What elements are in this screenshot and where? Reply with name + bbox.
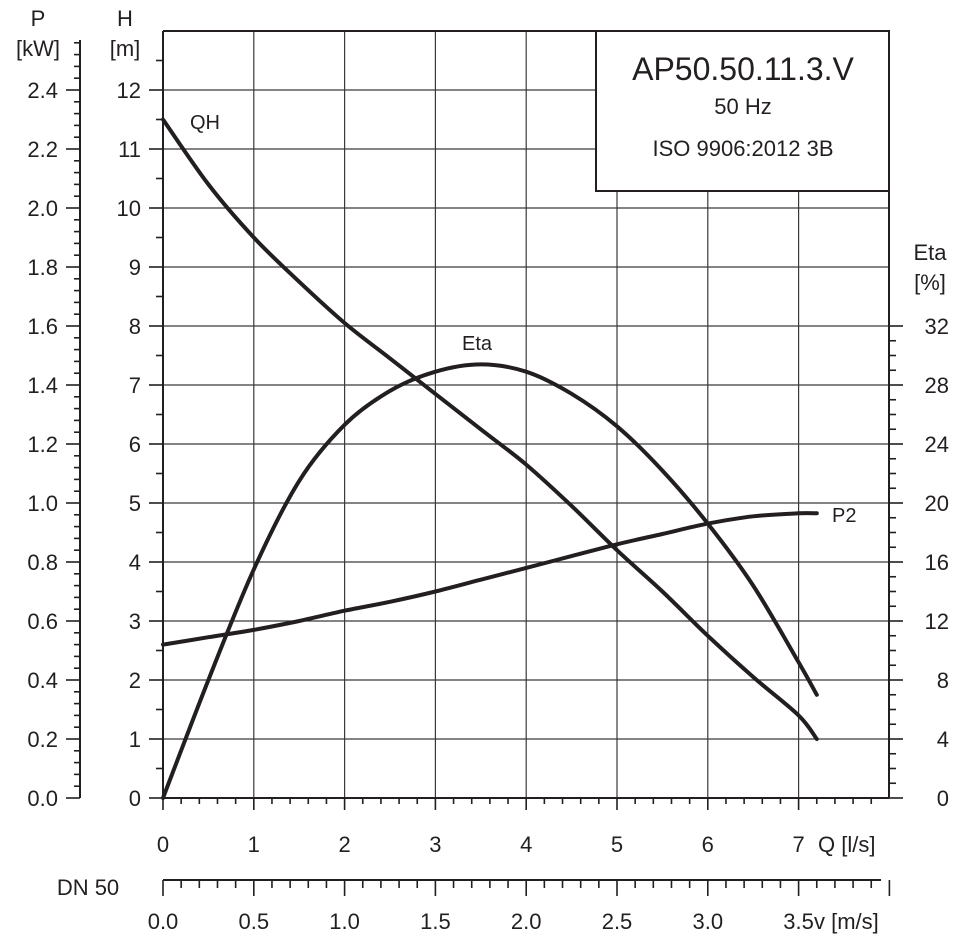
x-axis-tick-label: 1 [248,832,260,857]
x-axis-tick-label: 0 [157,832,169,857]
head-axis-tick-label: 5 [129,491,141,516]
power-axis-letter: P [31,6,46,31]
head-axis-tick-label: 8 [129,314,141,339]
x-axis-tick-label: 6 [702,832,714,857]
power-axis-tick-label: 0.6 [27,609,58,634]
eta-axis-tick-label: 28 [925,373,949,398]
eta-axis-tick-label: 8 [937,668,949,693]
velocity-axis-tick-label: 0.5 [239,909,270,934]
curves [161,117,819,800]
power-axis-tick-label: 2.4 [27,78,58,103]
x-axis-label: Q [l/s] [818,832,875,857]
velocity-axis-tick-label: 2.0 [511,909,542,934]
head-axis-unit: [m] [110,36,141,61]
eta-axis-unit: [%] [914,270,946,295]
x-axis-tick-label: 4 [520,832,532,857]
power-axis-unit: [kW] [16,36,60,61]
eta-axis-tick-label: 12 [925,609,949,634]
chart-title-model: AP50.50.11.3.V [632,51,854,87]
head-axis-tick-label: 4 [129,550,141,575]
power-axis-tick-label: 1.8 [27,255,58,280]
power-axis-tick-label: 0.2 [27,727,58,752]
chart-title-frequency: 50 Hz [714,94,771,119]
velocity-axis-name: DN 50 [57,875,119,900]
head-axis-letter: H [117,6,133,31]
head-axis-tick-label: 0 [129,786,141,811]
head-axis-tick-label: 12 [117,78,141,103]
title-box: AP50.50.11.3.V 50 Hz ISO 9906:2012 3B [595,30,890,192]
power-axis-tick-label: 1.2 [27,432,58,457]
head-axis-tick-label: 2 [129,668,141,693]
x-axis-tick-label: 5 [611,832,623,857]
eta-axis-tick-label: 32 [925,314,949,339]
velocity-axis-tick-label: 1.0 [329,909,360,934]
power-axis-tick-label: 2.2 [27,137,58,162]
power-axis-tick-label: 0.8 [27,550,58,575]
eta-axis-tick-label: 0 [937,786,949,811]
power-axis-tick-label: 0.4 [27,668,58,693]
eta-axis-tick-label: 20 [925,491,949,516]
axes: 01234567891011120.00.20.40.60.81.01.21.4… [27,30,949,934]
head-axis-tick-label: 9 [129,255,141,280]
head-axis-tick-label: 11 [118,137,141,162]
head-axis-tick-label: 3 [129,609,141,634]
curve-p2 [161,511,819,647]
power-axis-tick-label: 2.0 [27,196,58,221]
series-label-eta: Eta [462,333,493,355]
curve-eta [161,362,819,800]
power-axis-tick-label: 1.6 [27,314,58,339]
power-axis-tick-label: 1.0 [27,491,58,516]
velocity-axis-tick-label: 0.0 [148,909,179,934]
head-axis-tick-label: 7 [129,373,141,398]
series-label-p2: P2 [832,505,856,527]
velocity-axis-tick-label: 1.5 [420,909,451,934]
velocity-axis-tick-label: 3.0 [693,909,724,934]
head-axis-tick-label: 6 [129,432,141,457]
x-axis-tick-label: 2 [338,832,350,857]
head-axis-tick-label: 10 [117,196,141,221]
eta-axis-tick-label: 4 [937,727,949,752]
velocity-axis-tick-label: 3.5 [783,909,814,934]
curve-qh [161,117,819,741]
velocity-axis-label: v [m/s] [814,909,879,934]
x-axis-tick-label: 7 [792,832,804,857]
title-box-frame [595,30,890,192]
x-axis-tick-label: 3 [429,832,441,857]
velocity-axis-tick-label: 2.5 [602,909,633,934]
eta-axis-tick-label: 24 [925,432,949,457]
power-axis-tick-label: 0.0 [27,786,58,811]
head-axis-tick-label: 1 [129,727,141,752]
chart-title-standard: ISO 9906:2012 3B [652,136,833,161]
power-axis-tick-label: 1.4 [27,373,58,398]
series-label-qh: QH [190,112,220,134]
eta-axis-letter: Eta [913,240,947,265]
eta-axis-tick-label: 16 [925,550,949,575]
